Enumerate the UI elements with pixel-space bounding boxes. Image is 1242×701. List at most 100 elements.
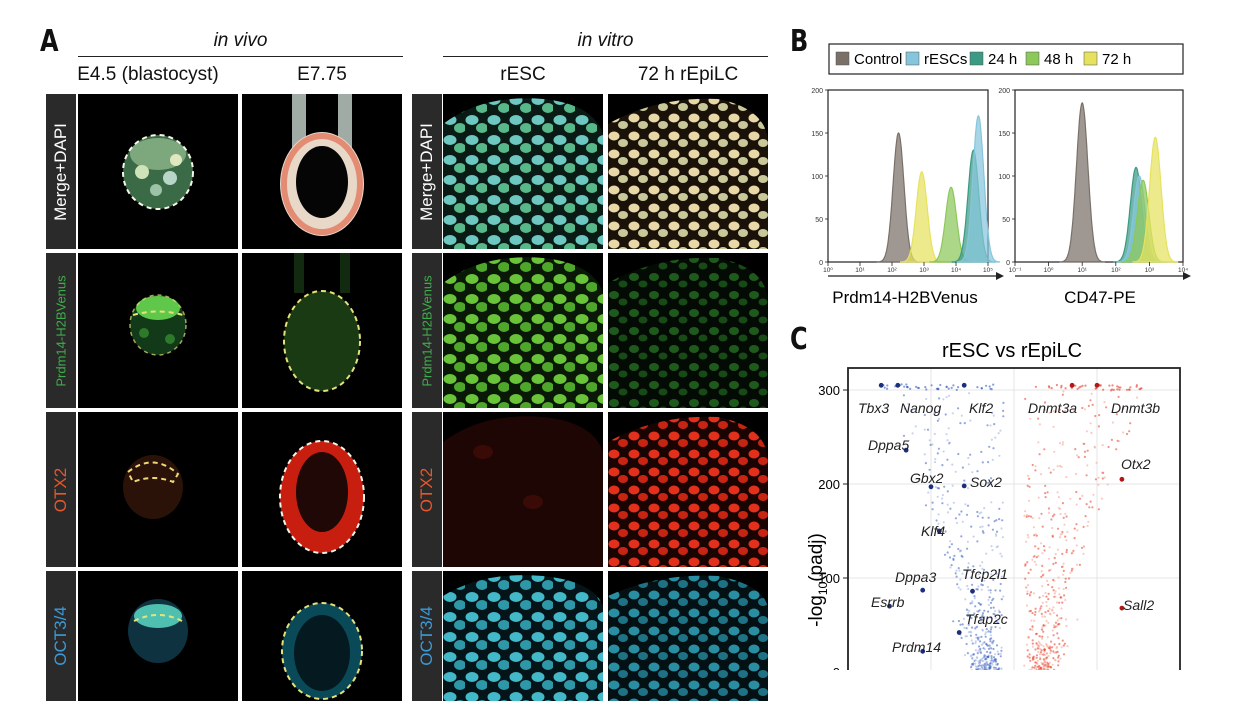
y-tick-label: 100	[998, 174, 1010, 181]
micrograph-e775-prdm14	[242, 253, 402, 408]
y-tick-label: 100	[811, 174, 823, 181]
micrograph-e775-otx2	[242, 412, 402, 567]
row-label-prdm14-left: Prdm14-H2BVenus	[46, 253, 76, 408]
histogram-control	[1059, 101, 1105, 263]
gene-label-otx2: Otx2	[1121, 456, 1151, 472]
y-tick-label: 200	[998, 88, 1010, 95]
x-tick-label: 10⁰	[823, 267, 833, 274]
gene-label-sox2: Sox2	[970, 474, 1002, 490]
micrograph-blastocyst-oct34	[78, 571, 238, 701]
legend-label: 24 h	[988, 51, 1017, 68]
x-tick-label: 10²	[887, 267, 897, 274]
y-tick-label: 150	[998, 131, 1010, 138]
gene-label-tbx3: Tbx3	[858, 400, 889, 416]
y-tick-label: 50	[815, 217, 823, 224]
gene-point-tbx3	[878, 382, 884, 388]
gene-label-dppa3: Dppa3	[895, 569, 936, 585]
histogram-72-h	[1132, 136, 1179, 263]
micrograph-repilc-prdm14	[608, 253, 768, 408]
volcano-title: rESC vs rEpiLC	[942, 340, 1082, 362]
group-label-in-vitro: in vitro	[577, 30, 634, 51]
volcano-y-tick: 300	[818, 383, 840, 398]
volcano-y-tick: 0	[833, 665, 840, 670]
row-label-oct34-mid: OCT3/4	[412, 571, 442, 701]
x-tick-label: 10¹	[855, 267, 865, 274]
gene-point-gbx2	[928, 484, 934, 490]
micrograph-repilc-otx2	[608, 412, 768, 567]
row-label-merge-left: Merge+DAPI	[46, 94, 76, 249]
legend-label: rESCs	[924, 51, 967, 68]
legend-swatch	[1083, 51, 1098, 66]
column-label-e45: E4.5 (blastocyst)	[77, 64, 219, 85]
row-label-otx2-left: OTX2	[46, 412, 76, 567]
gene-label-esrrb: Esrrb	[871, 594, 905, 610]
gene-point-dnmt3a	[1069, 382, 1075, 388]
x-tick-label: 10⁴	[951, 267, 961, 274]
legend-swatch	[1025, 51, 1040, 66]
gene-point-klf2	[961, 382, 967, 388]
gene-point-prdm14	[920, 648, 926, 654]
volcano-plot: rESC vs rEpiLC Tbx3 Nanog Klf2 Dppa5 Gbx2 Sox…	[806, 340, 1181, 670]
gene-point-nanog	[895, 382, 901, 388]
panel-b-letter: B	[790, 24, 809, 59]
micrograph-repilc-merge	[608, 94, 768, 249]
gene-label-tfcp2l1: Tfcp2l1	[962, 566, 1008, 582]
row-label-merge-mid: Merge+DAPI	[412, 94, 442, 249]
legend-swatch	[835, 51, 850, 66]
arrow-icon	[1183, 272, 1191, 280]
volcano-y-tick: 100	[818, 571, 840, 586]
x-tick-label: 10²	[1111, 267, 1121, 274]
gene-label-dnmt3b: Dnmt3b	[1111, 400, 1160, 416]
gene-point-tfcp2l1	[970, 588, 975, 594]
micrograph-resc-merge	[443, 94, 603, 249]
gene-point-esrrb	[887, 603, 892, 609]
flow-histograms: Control rESCs 24 h 48 h 72 h 0 50 100 150 200 0 50…	[811, 43, 1191, 307]
gene-label-gbx2: Gbx2	[910, 470, 944, 486]
legend-label: 48 h	[1044, 51, 1073, 68]
group-label-in-vivo: in vivo	[213, 30, 268, 51]
micrograph-e775-oct34	[242, 571, 402, 701]
gene-label-sall2: Sall2	[1123, 597, 1154, 613]
y-tick-label: 0	[1006, 260, 1010, 267]
y-tick-label: 150	[811, 131, 823, 138]
micrograph-e775-merge	[242, 94, 402, 249]
x-tick-label: 10⁻¹	[1009, 267, 1023, 274]
y-tick-label: 0	[819, 260, 823, 267]
arrow-icon	[996, 272, 1004, 280]
gene-label-dnmt3a: Dnmt3a	[1028, 400, 1077, 416]
panel-c-letter: C	[790, 322, 808, 357]
histogram-rescs	[956, 114, 1001, 263]
gene-point-dnmt3b	[1094, 382, 1100, 388]
gene-point-otx2	[1119, 476, 1125, 482]
row-label-otx2-mid: OTX2	[412, 412, 442, 567]
gene-point-sall2	[1119, 605, 1125, 611]
gene-label-klf2: Klf2	[969, 400, 993, 416]
micrograph-resc-otx2	[443, 412, 603, 567]
gene-point-dppa3	[920, 587, 926, 593]
x-tick-label: 10³	[919, 267, 929, 274]
micrograph-repilc-oct34	[608, 571, 768, 701]
gene-label-dppa5: Dppa5	[868, 437, 909, 453]
micrograph-blastocyst-otx2	[78, 412, 238, 567]
legend-label: Control	[854, 51, 902, 68]
legend-box	[828, 43, 1184, 75]
y-tick-label: 200	[811, 88, 823, 95]
legend-swatch	[969, 51, 984, 66]
volcano-ylabel: -log10(padj)	[806, 533, 830, 627]
x-tick-label: 10⁰	[1044, 267, 1054, 274]
column-label-repilc: 72 h rEpiLC	[637, 64, 739, 85]
gene-point-dppa5	[903, 447, 909, 453]
panel-a-letter: A	[40, 24, 59, 59]
column-label-e775: E7.75	[297, 64, 347, 85]
gene-point-klf4	[936, 528, 942, 534]
gene-point-sox2	[961, 483, 967, 489]
xlabel-prdm14: Prdm14-H2BVenus	[832, 288, 978, 307]
x-tick-label: 10⁵	[983, 267, 993, 274]
gene-point-tfap2c	[956, 630, 962, 635]
x-tick-label: 10¹	[1077, 267, 1087, 274]
gene-label-klf4: Klf4	[921, 523, 945, 539]
y-tick-label: 50	[1002, 217, 1010, 224]
row-label-prdm14-mid: Prdm14-H2BVenus	[412, 253, 442, 408]
row-label-oct34-left: OCT3/4	[46, 571, 76, 701]
micrograph-resc-prdm14	[443, 253, 603, 408]
